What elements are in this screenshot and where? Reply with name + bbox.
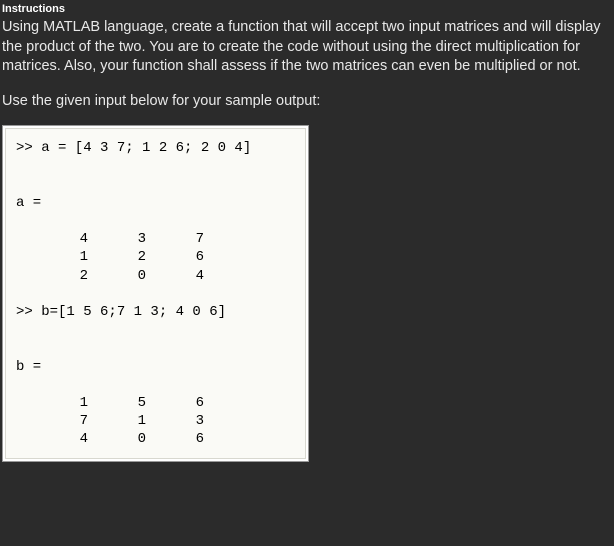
matlab-input-b: >> b=[1 5 6;7 1 3; 4 0 6] [16, 304, 226, 320]
matlab-var-a-label: a = [16, 195, 41, 211]
matrix-cell: 1 [92, 412, 150, 430]
matrix-row: 406 [34, 430, 208, 448]
matlab-output-region: >> a = [4 3 7; 1 2 6; 2 0 4] a = 4371262… [2, 125, 309, 462]
matlab-var-b-label: b = [16, 359, 41, 375]
matrix-row: 156 [34, 394, 208, 412]
matrix-row: 713 [34, 412, 208, 430]
matlab-border: >> a = [4 3 7; 1 2 6; 2 0 4] a = 4371262… [2, 125, 309, 462]
matrix-cell: 0 [92, 267, 150, 285]
matrix-cell: 0 [92, 430, 150, 448]
instructions-paragraph-1: Using MATLAB language, create a function… [0, 17, 614, 77]
matrix-cell: 6 [150, 248, 208, 266]
matrix-cell: 5 [92, 394, 150, 412]
matrix-cell: 6 [150, 430, 208, 448]
matrix-cell: 7 [34, 412, 92, 430]
matrix-cell: 2 [92, 248, 150, 266]
instructions-paragraph-2: Use the given input below for your sampl… [0, 91, 614, 112]
matrix-cell: 4 [34, 230, 92, 248]
matrix-cell: 3 [150, 412, 208, 430]
matrix-cell: 1 [34, 248, 92, 266]
matrix-row: 437 [34, 230, 208, 248]
matlab-input-a: >> a = [4 3 7; 1 2 6; 2 0 4] [16, 140, 251, 156]
matrix-cell: 4 [34, 430, 92, 448]
matrix-cell: 4 [150, 267, 208, 285]
instructions-header: Instructions [0, 0, 614, 17]
matrix-row: 126 [34, 248, 208, 266]
matrix-b: 156713406 [16, 394, 208, 449]
matrix-cell: 2 [34, 267, 92, 285]
matrix-cell: 3 [92, 230, 150, 248]
matrix-cell: 6 [150, 394, 208, 412]
matlab-console: >> a = [4 3 7; 1 2 6; 2 0 4] a = 4371262… [5, 128, 306, 459]
matrix-cell: 7 [150, 230, 208, 248]
matrix-row: 204 [34, 267, 208, 285]
matrix-cell: 1 [34, 394, 92, 412]
matrix-a: 437126204 [16, 230, 208, 285]
